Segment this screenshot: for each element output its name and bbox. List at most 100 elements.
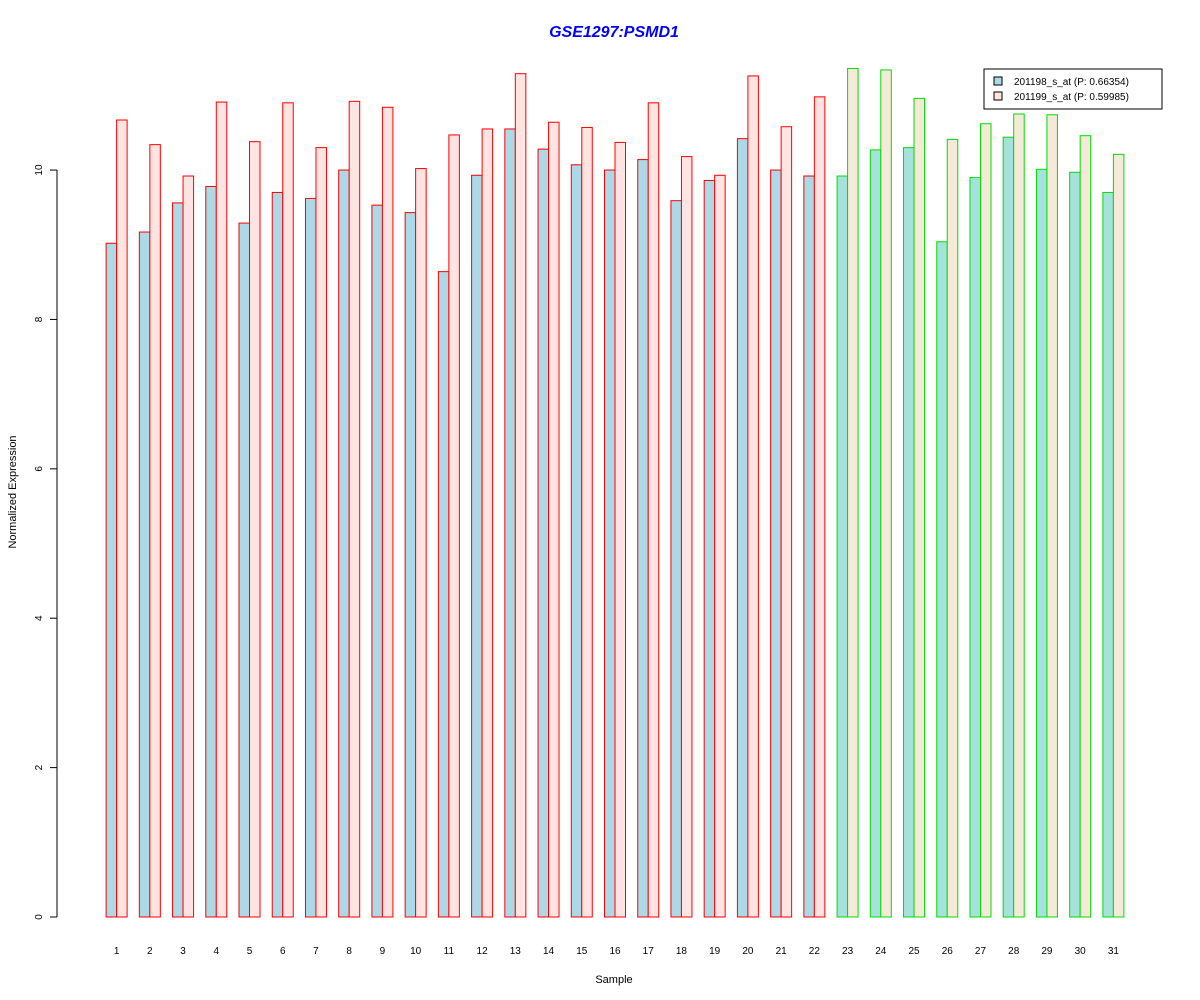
x-tick-label: 18 <box>676 946 688 957</box>
legend: 201198_s_at (P: 0.66354) 201199_s_at (P:… <box>983 68 1163 110</box>
x-tick-label: 17 <box>643 946 655 957</box>
x-tick-label: 13 <box>510 946 522 957</box>
x-tick-label: 31 <box>1108 946 1120 957</box>
bar-series-1 <box>604 169 616 918</box>
y-tick-label: 10 <box>34 164 45 176</box>
bar-series-2 <box>548 121 560 918</box>
y-tick-label: 4 <box>34 615 45 621</box>
bar-series-1 <box>537 148 550 918</box>
x-tick-labels: 1 2 3 4 5 6 7 8 9 10 11 12 13 14 15 16 17 18 19 20 21 22 23 24 2… <box>114 946 1120 957</box>
bar-series-1 <box>271 191 284 918</box>
x-tick-label: 2 <box>147 946 153 957</box>
x-tick-label: 26 <box>942 946 954 957</box>
bar-series-2 <box>282 102 294 918</box>
bar-series-2 <box>116 119 128 918</box>
bar-series-1 <box>770 169 782 918</box>
bar-series-1 <box>869 149 882 918</box>
bar-series-1 <box>471 174 483 918</box>
bar-series-2 <box>813 96 826 918</box>
bar-series-2 <box>714 174 726 918</box>
bar-series-1 <box>338 169 350 918</box>
bar-series-2 <box>415 168 427 918</box>
bar-series-1 <box>1069 171 1081 918</box>
x-tick-label: 22 <box>809 946 821 957</box>
x-tick-label: 16 <box>609 946 621 957</box>
bar-series-1 <box>637 159 649 918</box>
bar-series-2 <box>680 156 693 918</box>
legend-label-series-1: 201198_s_at (P: 0.66354) <box>1014 77 1129 88</box>
x-tick-label: 24 <box>875 946 887 957</box>
bar-series-1 <box>1002 136 1015 918</box>
bar-series-1 <box>371 204 383 918</box>
bar-series-2 <box>315 147 327 918</box>
bar-series-2 <box>481 128 494 918</box>
x-tick-label: 6 <box>280 946 286 957</box>
x-tick-label: 12 <box>477 946 489 957</box>
bar-series-2 <box>448 134 460 918</box>
bar-series-1 <box>969 177 981 918</box>
bar-series-1 <box>803 175 815 918</box>
y-tick-label: 2 <box>34 764 45 770</box>
chart-title: GSE1297:PSMD1 <box>549 24 679 41</box>
x-tick-label: 15 <box>576 946 588 957</box>
x-tick-label: 21 <box>776 946 788 957</box>
legend-swatch-series-1 <box>993 76 1003 86</box>
bar-series-1 <box>936 241 948 918</box>
x-tick-label: 29 <box>1041 946 1053 957</box>
bar-series-2 <box>1079 135 1092 918</box>
bar-series-1 <box>703 180 716 918</box>
bar-series-2 <box>614 141 626 918</box>
bar-series-1 <box>105 242 118 918</box>
legend-swatch-series-2 <box>993 91 1003 101</box>
x-tick-label: 9 <box>380 946 386 957</box>
y-axis-label: Normalized Expression <box>7 435 19 548</box>
bars-group <box>105 67 1125 918</box>
bar-series-1 <box>1035 168 1048 918</box>
bar-series-2 <box>514 73 527 918</box>
x-tick-label: 25 <box>908 946 920 957</box>
bar-series-2 <box>946 138 959 918</box>
bar-series-2 <box>215 101 228 918</box>
x-tick-label: 30 <box>1075 946 1087 957</box>
x-tick-label: 23 <box>842 946 854 957</box>
bar-series-1 <box>437 271 450 918</box>
bar-series-2 <box>880 69 892 918</box>
x-tick-label: 27 <box>975 946 987 957</box>
bar-series-2 <box>1046 114 1058 918</box>
bar-series-2 <box>581 126 593 918</box>
y-axis: 0 2 4 6 8 10 <box>34 164 58 920</box>
bar-series-2 <box>348 100 361 918</box>
x-tick-label: 5 <box>247 946 253 957</box>
bar-series-1 <box>238 222 251 918</box>
bar-series-1 <box>138 231 151 918</box>
bar-series-2 <box>780 126 793 918</box>
bar-series-2 <box>381 106 394 918</box>
bar-series-2 <box>1013 113 1025 918</box>
bar-series-2 <box>182 175 195 918</box>
bar-series-1 <box>205 185 217 918</box>
legend-label-series-2: 201199_s_at (P: 0.59985) <box>1014 92 1129 103</box>
x-axis-label: Sample <box>595 974 632 986</box>
x-tick-label: 1 <box>114 946 120 957</box>
y-tick-label: 0 <box>34 914 45 920</box>
x-tick-label: 4 <box>214 946 220 957</box>
bar-series-2 <box>1112 153 1125 918</box>
x-tick-label: 10 <box>410 946 422 957</box>
bar-series-2 <box>913 97 926 918</box>
y-tick-label: 6 <box>34 466 45 472</box>
x-tick-label: 28 <box>1008 946 1020 957</box>
bar-series-1 <box>736 138 749 918</box>
x-tick-label: 19 <box>709 946 721 957</box>
bar-series-1 <box>670 200 682 918</box>
x-tick-label: 14 <box>543 946 555 957</box>
x-tick-label: 7 <box>313 946 319 957</box>
bar-series-2 <box>249 141 261 918</box>
x-tick-label: 8 <box>346 946 352 957</box>
bar-series-1 <box>304 197 317 918</box>
bar-series-2 <box>847 67 859 918</box>
bar-series-1 <box>836 175 849 918</box>
y-tick-label: 8 <box>34 316 45 322</box>
bar-series-2 <box>647 102 660 918</box>
legend-box <box>983 68 1163 110</box>
